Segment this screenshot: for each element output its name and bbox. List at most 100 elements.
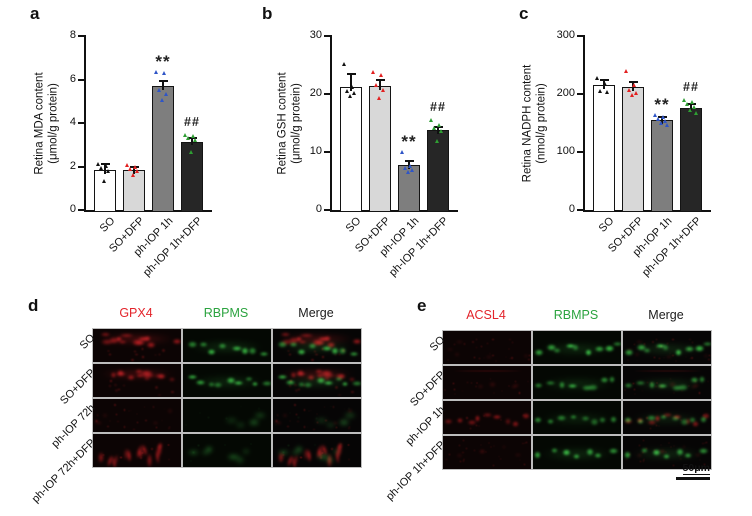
fluor-blob	[347, 377, 357, 383]
fluor-blob	[167, 443, 170, 447]
fluor-blob	[475, 424, 479, 428]
fluor-blob	[694, 452, 703, 458]
error-bar	[437, 127, 439, 134]
fluor-blob	[152, 421, 160, 425]
fluor-blob	[572, 453, 582, 460]
fluor-blob	[462, 439, 466, 443]
y-tick-label: 300	[556, 29, 575, 41]
y-tick-label: 0	[69, 203, 76, 215]
fluor-blob	[130, 358, 135, 362]
fluor-blob	[699, 458, 702, 461]
fluor-blob	[675, 446, 685, 457]
fluor-blob	[197, 341, 210, 349]
fluor-blob	[260, 380, 271, 387]
scatter-point	[96, 162, 101, 167]
fluor-blob	[635, 340, 644, 345]
fluor-blob	[519, 458, 522, 461]
fluor-blob	[230, 345, 244, 352]
fluor-blob	[452, 381, 456, 385]
fluor-blob	[167, 458, 170, 461]
scatter-point	[106, 168, 111, 173]
fluor-blob	[555, 413, 569, 422]
y-tick-label: 8	[69, 29, 76, 41]
scatter-point	[99, 165, 104, 170]
fluor-blob	[679, 458, 682, 461]
fluor-blob	[135, 413, 138, 416]
fluor-blob	[145, 340, 157, 350]
micro-cell-red-channel	[443, 331, 531, 364]
fluor-blob	[225, 452, 242, 462]
fluor-blob	[668, 352, 672, 355]
micro-cell-green-channel	[183, 364, 271, 397]
y-tick-label: 10	[309, 145, 322, 157]
fluor-blob	[286, 424, 290, 429]
fluor-blob	[533, 416, 543, 425]
fluor-blob	[275, 413, 280, 417]
fluor-blob	[282, 453, 285, 457]
scatter-point	[162, 71, 167, 76]
micro-cell-red-channel	[443, 401, 531, 434]
error-bar-cap	[346, 73, 356, 76]
panel-b-y-axis-title: Retina GSH content (μmol/g protein)	[277, 34, 304, 214]
fluor-blob	[650, 447, 663, 458]
error-bar-cap	[686, 103, 696, 106]
y-tick-label: 200	[556, 87, 575, 99]
scatter-point	[688, 108, 693, 113]
fluor-blob	[203, 445, 214, 454]
fluor-blob	[134, 368, 144, 374]
scatter-point	[665, 123, 670, 128]
micro-cell-merge	[623, 436, 711, 469]
fluor-blob	[335, 425, 339, 429]
fluor-blob	[445, 348, 454, 352]
micro-cell-merge	[273, 364, 361, 397]
fluor-blob	[282, 451, 286, 455]
y-tick-label: 6	[69, 72, 76, 85]
x-axis-line	[84, 210, 212, 212]
bar	[152, 86, 174, 212]
micro-cell-green-channel	[533, 331, 621, 364]
fluor-blob	[225, 417, 229, 421]
fluor-blob	[458, 460, 462, 464]
fluor-blob	[648, 426, 652, 430]
scatter-point	[603, 82, 608, 87]
fluor-blob	[462, 458, 466, 461]
fluor-blob	[704, 440, 708, 444]
fluor-blob	[498, 457, 502, 460]
fluor-blob	[257, 350, 271, 358]
fluor-blob	[645, 413, 659, 422]
fluor-blob	[101, 412, 108, 419]
scatter-point	[403, 166, 408, 171]
fluor-blob	[233, 454, 247, 465]
fluor-blob	[456, 416, 465, 425]
fluor-blob	[292, 383, 298, 388]
fluor-blob	[642, 439, 646, 443]
significance-marker: **	[155, 51, 171, 71]
error-bar	[350, 74, 352, 92]
fluor-blob	[447, 452, 451, 456]
fluor-blob	[465, 419, 478, 427]
panel-a-letter: a	[30, 4, 40, 23]
scatter-point	[377, 96, 382, 101]
fluor-blob	[302, 380, 315, 389]
fluor-blob	[106, 424, 110, 429]
fluor-blob	[138, 371, 157, 380]
fluor-blob	[473, 414, 481, 423]
micro-cell-merge	[623, 366, 711, 399]
fluor-blob	[352, 390, 356, 395]
fluor-blob	[322, 448, 325, 451]
panel-c-letter: c	[519, 4, 529, 23]
fluor-blob	[276, 339, 290, 349]
fluor-blob	[453, 343, 457, 347]
scatter-point	[157, 88, 162, 93]
fluor-blob	[491, 463, 496, 468]
fluor-blob	[132, 427, 136, 432]
scatter-point	[435, 139, 440, 143]
fluor-blob	[318, 456, 323, 461]
fluor-blob	[96, 414, 99, 418]
fluor-blob	[512, 424, 515, 427]
fluor-blob	[444, 388, 447, 391]
fluor-blob	[642, 458, 646, 461]
panel-e-image-grid	[442, 330, 712, 470]
y-axis-line	[583, 35, 585, 212]
